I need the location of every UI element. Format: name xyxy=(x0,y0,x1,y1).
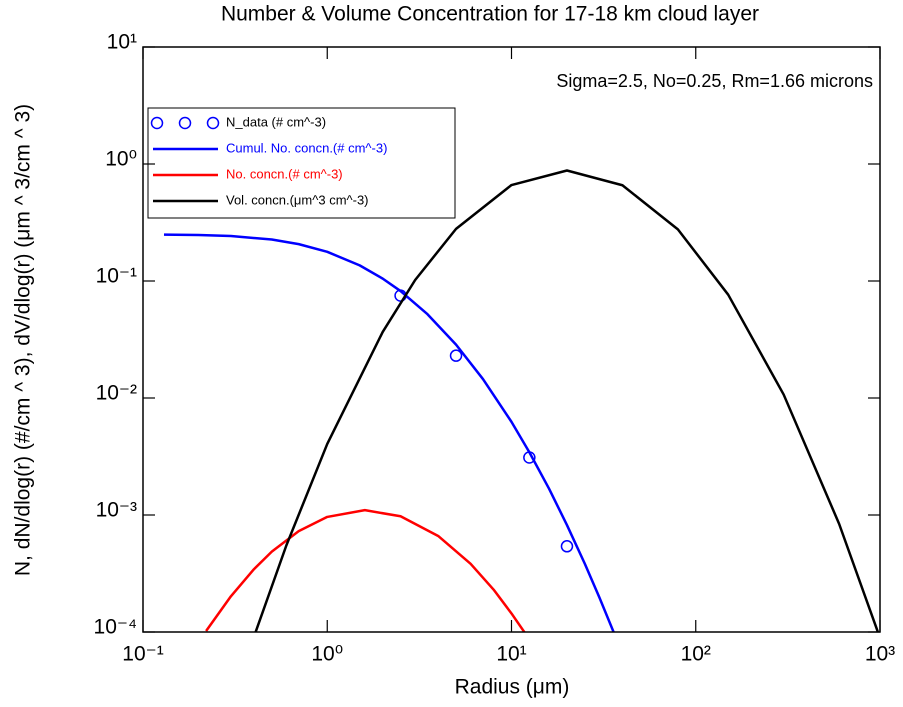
y-tick-label: 10⁰ xyxy=(105,148,137,171)
chart-title: Number & Volume Concentration for 17-18 … xyxy=(221,3,759,26)
legend-marker xyxy=(206,116,220,130)
x-tick-label: 10³ xyxy=(865,643,895,666)
legend-label: N_data (# cm^-3) xyxy=(226,114,326,129)
x-tick-label: 10¹ xyxy=(496,643,526,666)
series-line xyxy=(163,233,615,632)
x-tick-label: 10⁰ xyxy=(311,643,343,666)
y-tick-label: 10¹ xyxy=(107,31,137,54)
annotation: Sigma=2.5, No=0.25, Rm=1.66 microns xyxy=(556,71,873,91)
data-point xyxy=(449,349,463,362)
legend-label: Cumul. No. concn.(# cm^-3) xyxy=(226,140,387,155)
data-point xyxy=(560,540,574,553)
series-line xyxy=(254,169,880,632)
x-tick-label: 10⁻¹ xyxy=(122,643,163,666)
y-axis-label: N, dN/dlog(r) (#/cm ^ 3), dV/dlog(r) (μm… xyxy=(12,104,35,576)
y-tick-label: 10⁻⁴ xyxy=(94,616,137,639)
legend-box xyxy=(147,107,456,219)
y-tick-label: 10⁻³ xyxy=(96,499,137,522)
legend-marker xyxy=(150,116,164,130)
y-tick-label: 10⁻² xyxy=(96,382,137,405)
legend-label: No. concn.(# cm^-3) xyxy=(226,166,343,181)
x-axis-label: Radius (μm) xyxy=(455,676,570,699)
legend-label: Vol. concn.(μm^3 cm^-3) xyxy=(226,192,369,207)
plot-area xyxy=(163,169,880,632)
legend-marker xyxy=(178,116,192,130)
y-tick-label: 10⁻¹ xyxy=(96,265,137,288)
x-tick-label: 10² xyxy=(681,643,711,666)
series-line xyxy=(205,508,526,632)
